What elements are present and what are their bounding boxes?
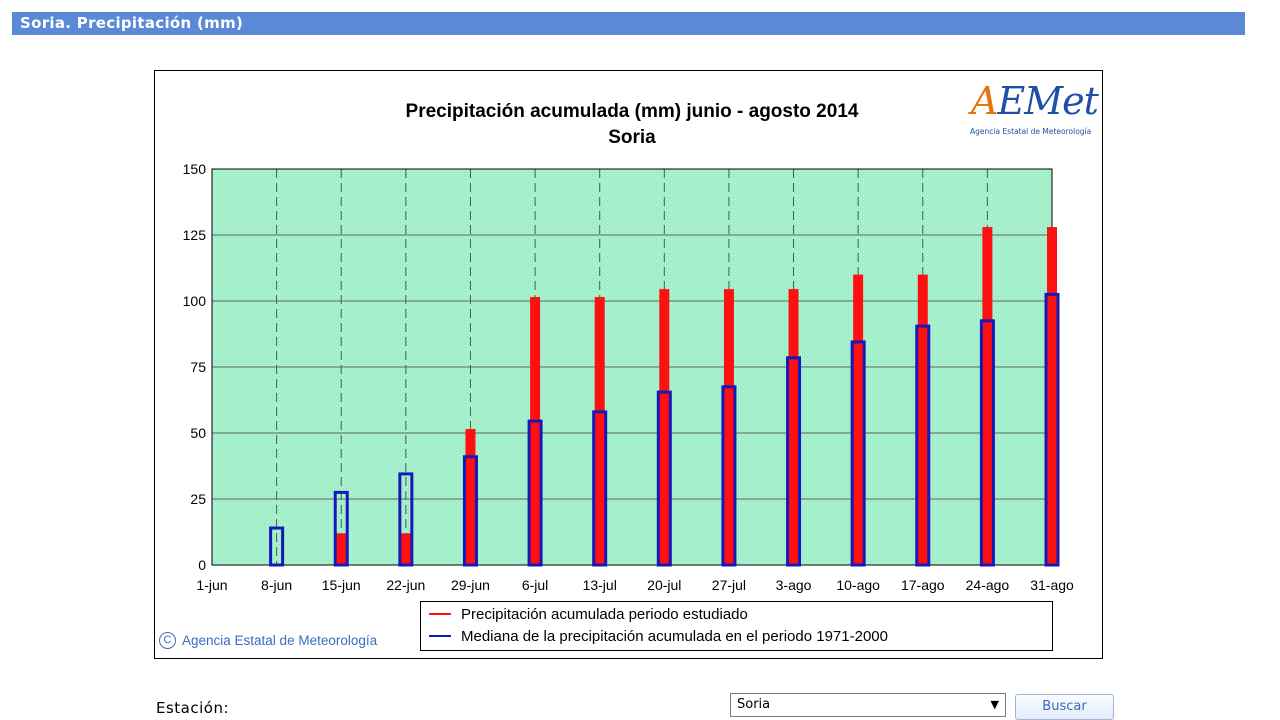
x-tick-label: 10-ago bbox=[836, 577, 880, 593]
bar-median bbox=[269, 526, 285, 567]
x-tick-label: 24-ago bbox=[966, 577, 1010, 593]
bar-studied bbox=[594, 297, 605, 565]
chart-frame: Precipitación acumulada (mm) junio - ago… bbox=[154, 70, 1103, 659]
chart-title: Precipitación acumulada (mm) junio - ago… bbox=[406, 101, 859, 122]
bar-studied bbox=[530, 297, 541, 565]
bar-studied bbox=[723, 289, 734, 565]
x-tick-label: 3-ago bbox=[776, 577, 812, 593]
legend-swatch-red bbox=[429, 613, 451, 616]
x-tick-label: 22-jun bbox=[386, 577, 425, 593]
bar-median bbox=[721, 385, 737, 567]
bar-studied bbox=[788, 289, 799, 565]
bar-median bbox=[850, 340, 866, 567]
chevron-down-icon: ▼ bbox=[990, 698, 999, 711]
chart-legend: Precipitación acumulada periodo estudiad… bbox=[420, 601, 1053, 651]
copyright-icon: C bbox=[159, 632, 176, 649]
bar-studied bbox=[917, 274, 928, 565]
x-tick-label: 31-ago bbox=[1030, 577, 1074, 593]
x-tick-label: 17-ago bbox=[901, 577, 945, 593]
y-tick-label: 50 bbox=[190, 425, 206, 441]
bar-median bbox=[592, 410, 608, 567]
legend-item-median: Mediana de la precipitación acumulada en… bbox=[429, 627, 888, 647]
bar-median bbox=[786, 356, 802, 567]
aemet-logo: AEMet Agencia Estatal de Meteorología bbox=[970, 79, 1099, 136]
bar-median bbox=[915, 324, 931, 567]
y-tick-label: 150 bbox=[183, 161, 207, 177]
legend-swatch-blue bbox=[429, 635, 451, 638]
bar-studied bbox=[400, 533, 411, 565]
bar-studied bbox=[982, 227, 993, 565]
x-tick-label: 13-jul bbox=[583, 577, 617, 593]
station-label: Estación: bbox=[156, 699, 230, 717]
legend-item-studied: Precipitación acumulada periodo estudiad… bbox=[429, 605, 748, 625]
bar-median bbox=[462, 455, 478, 567]
bar-median bbox=[1044, 292, 1060, 567]
search-button[interactable]: Buscar bbox=[1015, 694, 1114, 720]
bar-studied bbox=[336, 533, 347, 565]
x-tick-label: 27-jul bbox=[712, 577, 746, 593]
bar-studied bbox=[465, 429, 476, 565]
station-select-value: Soria bbox=[737, 697, 771, 712]
chart-subtitle: Soria bbox=[608, 127, 656, 148]
logo-subtitle: Agencia Estatal de Meteorología bbox=[970, 127, 1092, 136]
x-tick-label: 29-jun bbox=[451, 577, 490, 593]
precipitation-chart: Precipitación acumulada (mm) junio - ago… bbox=[183, 101, 1074, 593]
x-tick-label: 6-jul bbox=[522, 577, 548, 593]
page-header: Soria. Precipitación (mm) bbox=[12, 12, 1245, 35]
x-tick-label: 1-jun bbox=[196, 577, 227, 593]
copyright-notice[interactable]: C Agencia Estatal de Meteorología bbox=[159, 632, 377, 650]
y-tick-label: 100 bbox=[183, 293, 207, 309]
y-tick-label: 25 bbox=[190, 491, 206, 507]
bar-median bbox=[527, 419, 543, 567]
x-tick-label: 8-jun bbox=[261, 577, 292, 593]
bar-median bbox=[656, 390, 672, 567]
y-tick-label: 75 bbox=[190, 359, 206, 375]
x-tick-label: 20-jul bbox=[647, 577, 681, 593]
x-tick-label: 15-jun bbox=[322, 577, 361, 593]
bar-median bbox=[398, 472, 414, 567]
bar-median bbox=[979, 319, 995, 567]
bar-studied bbox=[659, 289, 670, 565]
y-tick-label: 0 bbox=[198, 557, 206, 573]
bar-studied bbox=[1047, 227, 1057, 565]
bar-studied bbox=[853, 274, 864, 565]
bar-median bbox=[333, 490, 349, 567]
y-tick-label: 125 bbox=[183, 227, 207, 243]
station-select[interactable]: Soria ▼ bbox=[730, 693, 1006, 717]
